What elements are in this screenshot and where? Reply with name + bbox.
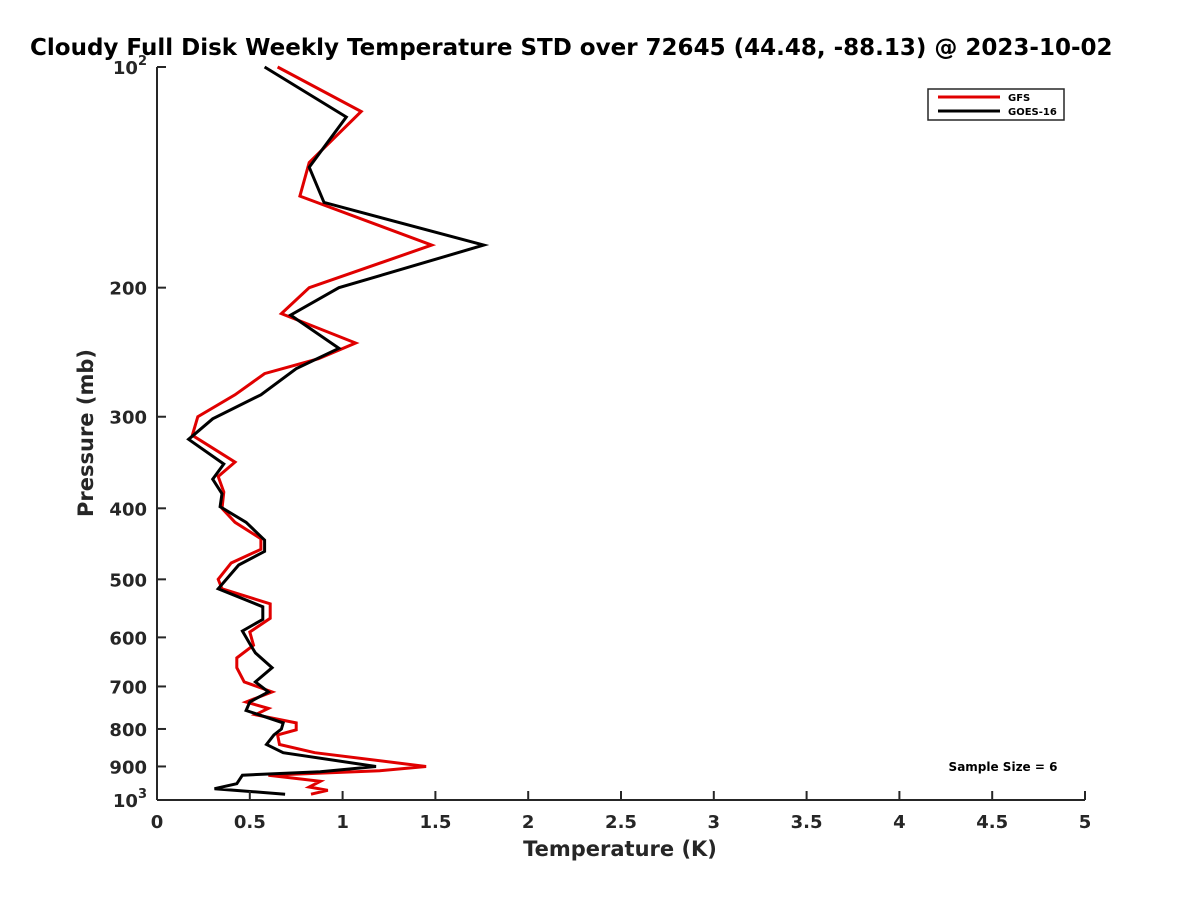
chart-title: Cloudy Full Disk Weekly Temperature STD …	[30, 35, 1113, 61]
legend-label: GOES-16	[1008, 107, 1057, 118]
x-tick-label: 2.5	[605, 812, 637, 833]
y-tick-label: 103	[113, 787, 147, 812]
y-tick-label: 500	[109, 570, 147, 591]
x-tick-label: 1.5	[419, 812, 451, 833]
series-lines	[186, 65, 490, 796]
x-tick-label: 3	[708, 812, 721, 833]
x-tick-label: 0.5	[234, 812, 266, 833]
y-tick-label: 900	[109, 757, 147, 778]
legend-label: GFS	[1008, 93, 1030, 104]
sample-size-annotation: Sample Size = 6	[949, 760, 1058, 774]
x-tick-label: 2	[522, 812, 535, 833]
y-tick-label: 400	[109, 499, 147, 520]
tick-marks: 0 0.5 1 1.5 2 2.5 3 3.5 4 4.5 5 102 200 300 400 500 600 7…	[109, 54, 1091, 833]
x-tick-label: 5	[1079, 812, 1092, 833]
y-tick-exponent: 3	[138, 787, 147, 802]
x-tick-label: 4.5	[976, 812, 1008, 833]
x-tick-label: 1	[336, 812, 349, 833]
y-axis-title: Pressure (mb)	[74, 349, 98, 517]
x-tick-label: 0	[151, 812, 164, 833]
y-tick-label: 600	[109, 628, 147, 649]
y-tick-label: 200	[109, 279, 147, 300]
y-tick-label: 800	[109, 720, 147, 741]
y-tick-label: 700	[109, 677, 147, 698]
x-tick-label: 3.5	[791, 812, 823, 833]
axes	[156, 67, 1085, 801]
legend-box	[927, 88, 1065, 121]
y-tick-label: 300	[109, 408, 147, 429]
x-tick-label: 4	[893, 812, 906, 833]
x-axis-title: Temperature (K)	[523, 837, 717, 861]
series-line-goes-16	[186, 65, 490, 796]
series-line-gfs	[190, 65, 437, 796]
legend: GFS GOES-16	[927, 88, 1065, 121]
y-tick-label: 102	[113, 54, 147, 79]
y-tick-exponent: 2	[138, 54, 147, 69]
